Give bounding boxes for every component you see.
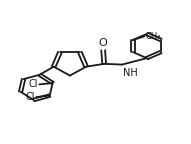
Text: Cl: Cl	[29, 79, 38, 89]
Text: NH: NH	[123, 68, 138, 78]
Text: Cl: Cl	[26, 92, 36, 102]
Text: CH₃: CH₃	[145, 32, 161, 41]
Text: O: O	[99, 38, 108, 48]
